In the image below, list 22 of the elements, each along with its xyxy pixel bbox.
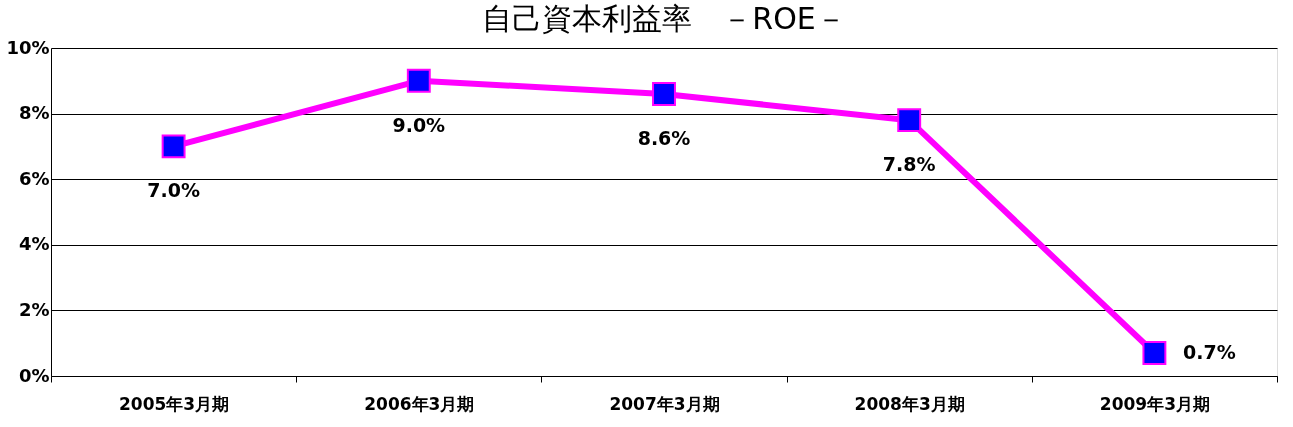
y-tick-label: 6% — [18, 167, 50, 189]
x-tick-label: 2007年3月期 — [609, 393, 720, 414]
point — [1142, 341, 1167, 365]
data-label: 7.0% — [147, 179, 200, 202]
y-tick-label: 10% — [6, 36, 50, 58]
x-tick-label: 2008年3月期 — [854, 393, 965, 414]
data-label: 0.7% — [1183, 341, 1236, 364]
y-tick-label: 4% — [18, 233, 50, 255]
data-label: 8.6% — [637, 126, 691, 149]
x-tick-label: 2006年3月期 — [364, 393, 475, 414]
data-label: 9.0% — [392, 113, 446, 136]
y-tick-label: 0% — [18, 364, 50, 386]
x-tick-label: 2009年3月期 — [1099, 393, 1210, 414]
point — [406, 68, 431, 93]
point — [161, 134, 186, 159]
x-tick-label: 2005年3月期 — [119, 393, 230, 414]
y-tick-label: 2% — [18, 298, 50, 320]
point — [897, 108, 922, 133]
chart-title: 自己資本利益率 －ROE－ — [482, 1, 846, 36]
point — [652, 81, 676, 106]
data-label: 7.8% — [882, 153, 936, 176]
y-tick-label: 8% — [18, 102, 50, 124]
